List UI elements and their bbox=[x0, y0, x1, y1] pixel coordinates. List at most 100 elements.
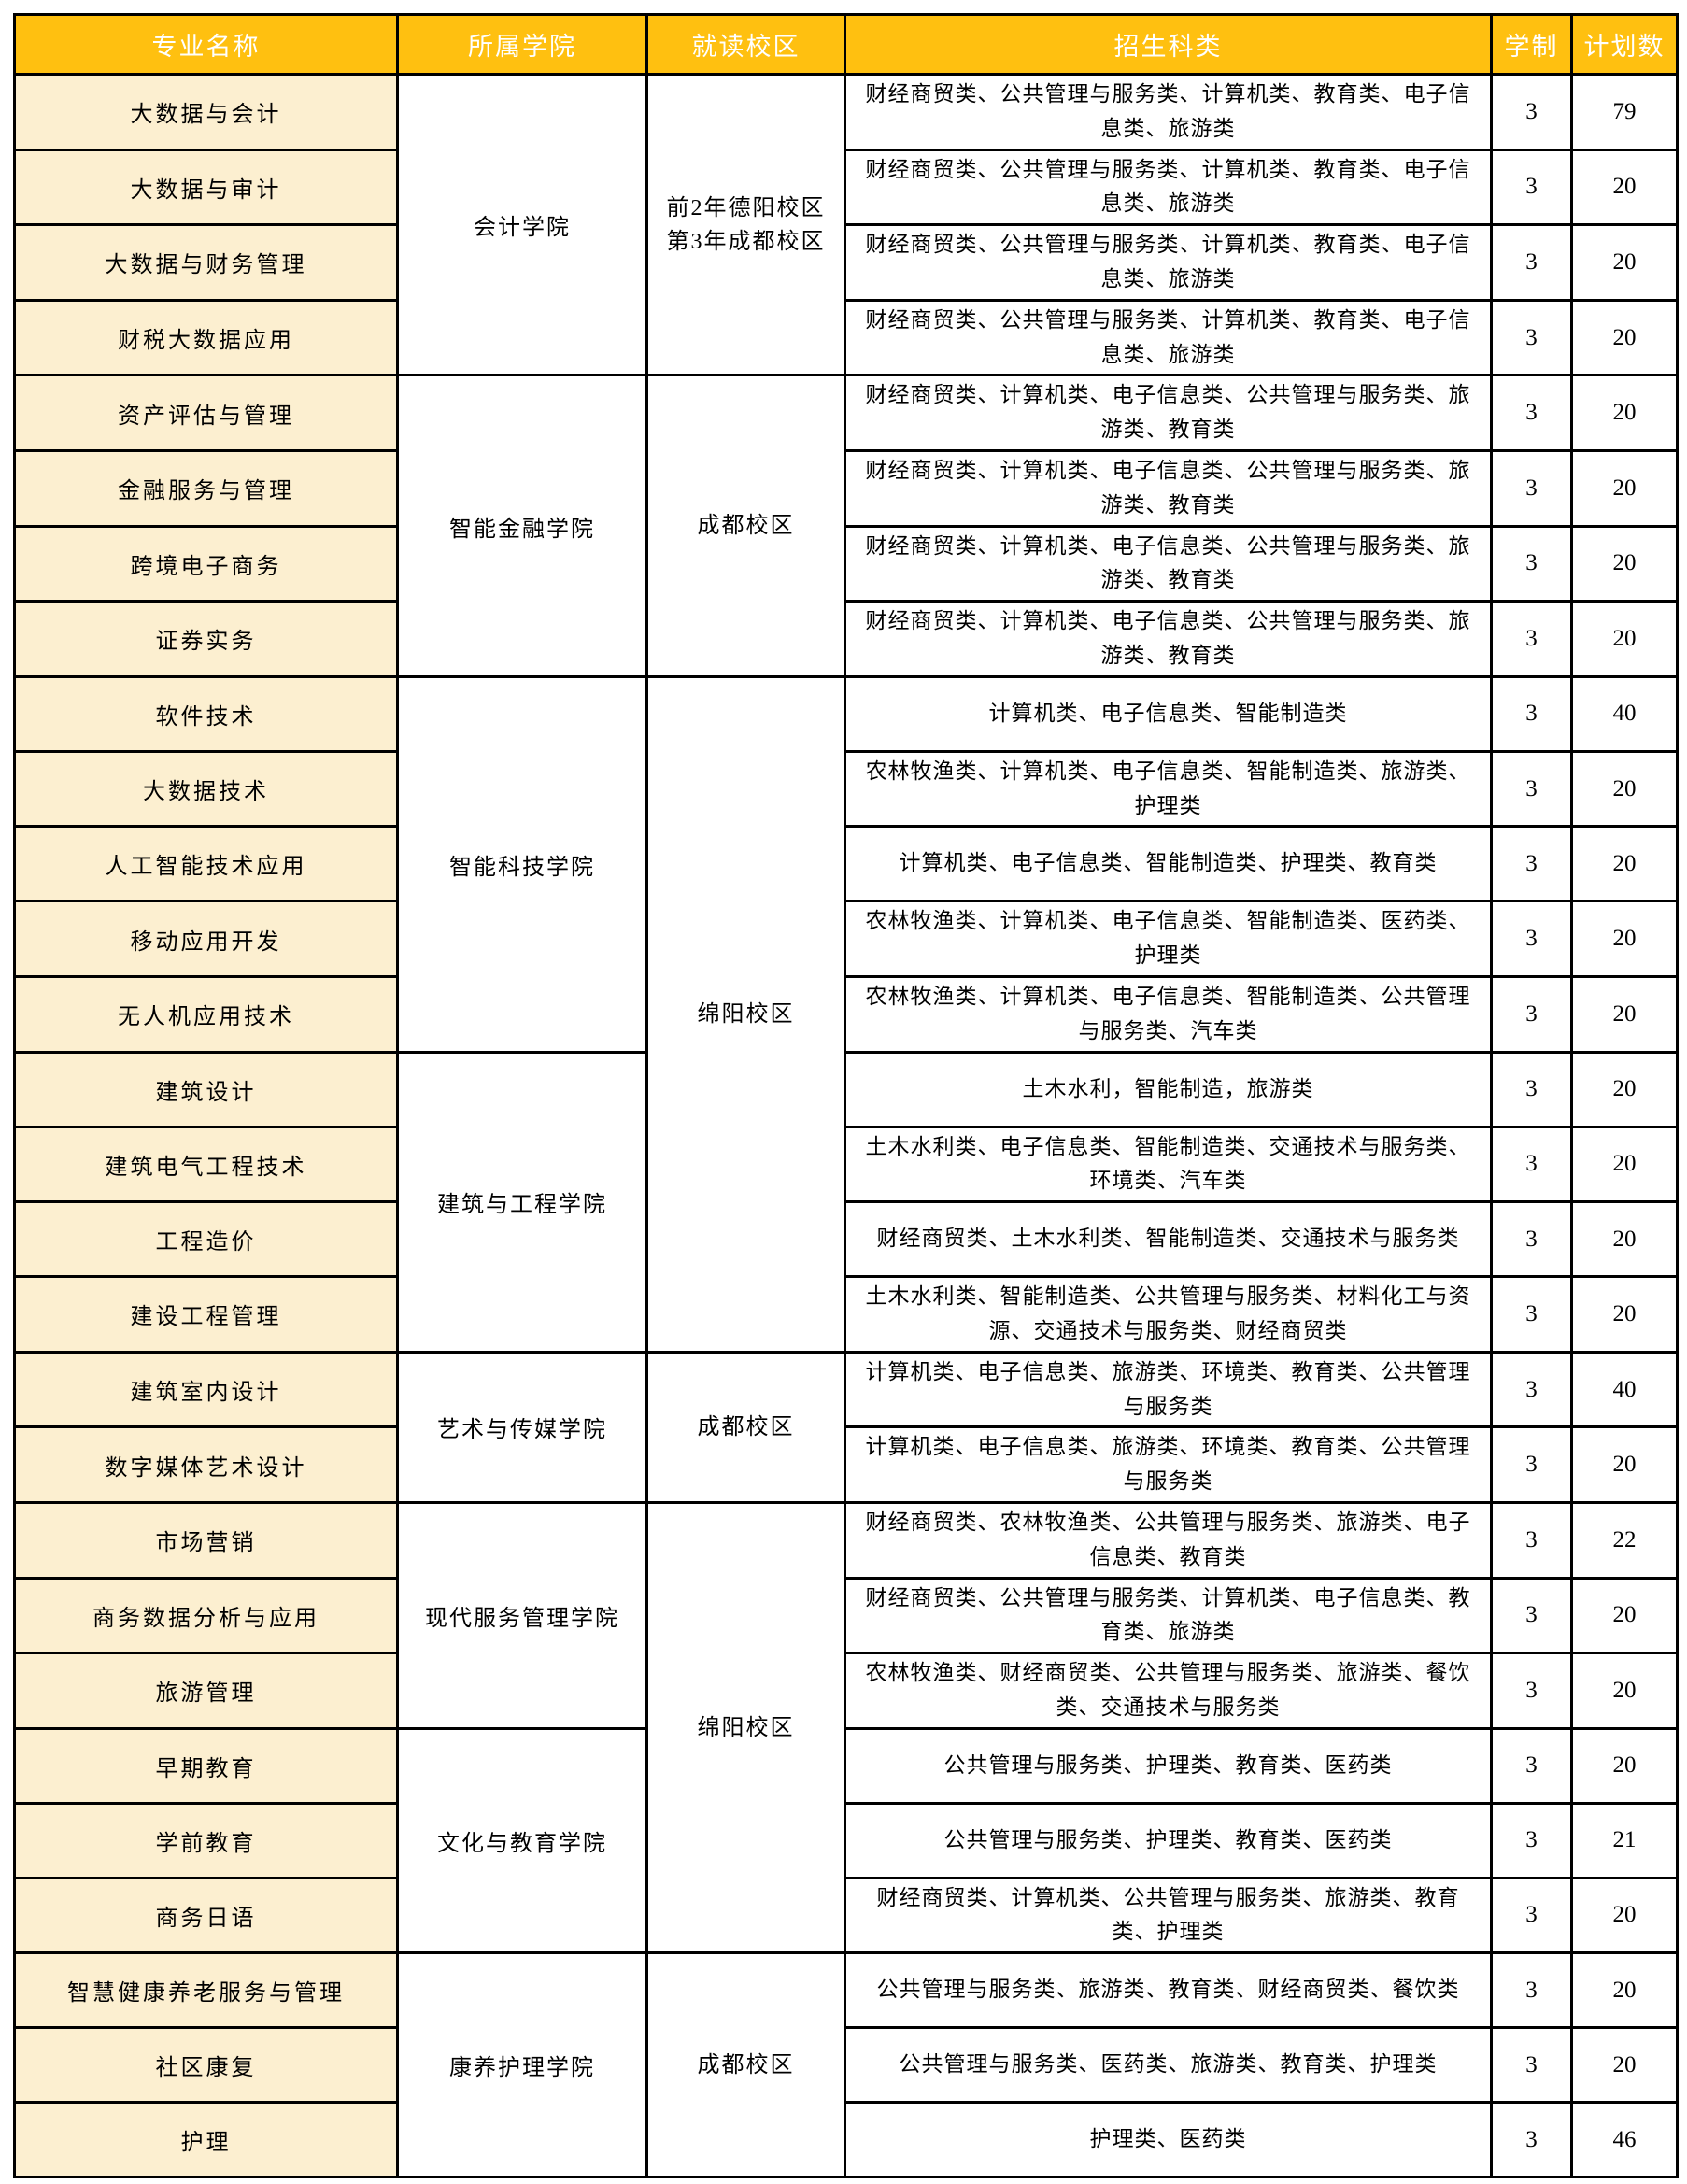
table-row: 护理 护理类、医药类 3 46 bbox=[13, 2101, 1679, 2179]
header-cell-plan: 计划数 bbox=[1570, 13, 1679, 76]
table-row: 大数据与会计 会计学院 前2年德阳校区 第3年成都校区 财经商贸类、公共管理与服务类、… bbox=[13, 72, 1679, 377]
categories-cell: 公共管理与服务类、护理类、教育类、医药类 bbox=[844, 1801, 1493, 1879]
campus-cell: 成都校区 bbox=[645, 1951, 846, 2179]
categories-cell: 土木水利，智能制造，旅游类 bbox=[844, 1050, 1493, 1128]
table-row: 建筑室内设计 艺术与传媒学院 成都校区 计算机类、电子信息类、旅游类、环境类、教育类、… bbox=[13, 1350, 1679, 1504]
plan-cell: 20 bbox=[1570, 825, 1679, 903]
categories-cell: 农林牧渔类、财经商贸类、公共管理与服务类、旅游类、餐饮类、交通技术与服务类 bbox=[844, 1652, 1493, 1730]
years-cell: 3 bbox=[1490, 1125, 1573, 1204]
table-row: 旅游管理 农林牧渔类、财经商贸类、公共管理与服务类、旅游类、餐饮类、交通技术与服务… bbox=[13, 1652, 1679, 1730]
plan-cell: 21 bbox=[1570, 1801, 1679, 1879]
years-cell: 3 bbox=[1490, 1652, 1573, 1730]
years-cell: 3 bbox=[1490, 1876, 1573, 1955]
table-row: 移动应用开发 农林牧渔类、计算机类、电子信息类、智能制造类、医药类、护理类 3 20 bbox=[13, 900, 1679, 978]
table-row: 建筑设计 建筑与工程学院 土木水利，智能制造，旅游类 3 20 bbox=[13, 1050, 1679, 1354]
table-row: 大数据与财务管理 财经商贸类、公共管理与服务类、计算机类、教育类、电子信息类、旅游… bbox=[13, 223, 1679, 302]
table-row: 财税大数据应用 财经商贸类、公共管理与服务类、计算机类、教育类、电子信息类、旅游类… bbox=[13, 298, 1679, 377]
categories-cell: 公共管理与服务类、护理类、教育类、医药类 bbox=[844, 1726, 1493, 1805]
years-cell: 3 bbox=[1490, 900, 1573, 978]
plan-cell: 20 bbox=[1570, 524, 1679, 603]
plan-cell: 20 bbox=[1570, 223, 1679, 302]
plan-cell: 79 bbox=[1570, 73, 1679, 151]
plan-cell: 20 bbox=[1570, 1050, 1679, 1128]
categories-cell: 财经商贸类、计算机类、公共管理与服务类、旅游类、教育类、护理类 bbox=[844, 1876, 1493, 1955]
plan-cell: 20 bbox=[1570, 1200, 1679, 1279]
table-row: 智慧健康养老服务与管理 康养护理学院 成都校区 公共管理与服务类、旅游类、教育类、财经… bbox=[13, 1951, 1679, 2179]
categories-cell: 财经商贸类、公共管理与服务类、计算机类、教育类、电子信息类、旅游类 bbox=[844, 73, 1493, 151]
major-cell: 商务日语 bbox=[13, 1876, 399, 1955]
college-cell: 现代服务管理学院 bbox=[396, 1500, 648, 1730]
plan-cell: 20 bbox=[1570, 1726, 1679, 1805]
major-cell: 资产评估与管理 bbox=[13, 374, 399, 452]
categories-cell: 财经商贸类、农林牧渔类、公共管理与服务类、旅游类、电子信息类、教育类 bbox=[844, 1500, 1493, 1580]
major-cell: 无人机应用技术 bbox=[13, 974, 399, 1054]
plan-cell: 20 bbox=[1570, 1652, 1679, 1730]
plan-cell: 20 bbox=[1570, 1951, 1679, 2030]
categories-cell: 财经商贸类、公共管理与服务类、计算机类、电子信息类、教育类、旅游类 bbox=[844, 1576, 1493, 1655]
categories-cell: 计算机类、电子信息类、智能制造类 bbox=[844, 674, 1493, 753]
major-cell: 旅游管理 bbox=[13, 1652, 399, 1730]
years-cell: 3 bbox=[1490, 674, 1573, 753]
years-cell: 3 bbox=[1490, 524, 1573, 603]
header-cell-major: 专业名称 bbox=[13, 13, 399, 76]
table-row: 市场营销 现代服务管理学院 绵阳校区 财经商贸类、农林牧渔类、公共管理与服务类、旅游类… bbox=[13, 1500, 1679, 1955]
major-cell: 建筑电气工程技术 bbox=[13, 1125, 399, 1204]
categories-cell: 公共管理与服务类、医药类、旅游类、教育类、护理类 bbox=[844, 2026, 1493, 2105]
header-cell-years: 学制 bbox=[1490, 13, 1573, 76]
plan-cell: 20 bbox=[1570, 1876, 1679, 1955]
college-cell: 智能科技学院 bbox=[396, 674, 648, 1054]
table-header: 专业名称 所属学院 就读校区 招生科类 学制 计划数 bbox=[13, 13, 1679, 76]
plan-cell: 20 bbox=[1570, 2026, 1679, 2105]
categories-cell: 财经商贸类、公共管理与服务类、计算机类、教育类、电子信息类、旅游类 bbox=[844, 223, 1493, 302]
enrollment-table: 专业名称 所属学院 就读校区 招生科类 学制 计划数 大数据与会计 会计学院 前2年德阳校区 … bbox=[13, 13, 1679, 2179]
major-cell: 证券实务 bbox=[13, 600, 399, 678]
table-row: 建设工程管理 土木水利类、智能制造类、公共管理与服务类、材料化工与资源、交通技术与… bbox=[13, 1275, 1679, 1354]
table-row: 资产评估与管理 智能金融学院 成都校区 财经商贸类、计算机类、电子信息类、公共管理与服… bbox=[13, 374, 1679, 678]
campus-cell: 绵阳校区 bbox=[645, 674, 846, 1354]
plan-cell: 20 bbox=[1570, 374, 1679, 452]
major-cell: 早期教育 bbox=[13, 1726, 399, 1805]
years-cell: 3 bbox=[1490, 749, 1573, 829]
college-cell: 建筑与工程学院 bbox=[396, 1050, 648, 1354]
table-row: 工程造价 财经商贸类、土木水利类、智能制造类、交通技术与服务类 3 20 bbox=[13, 1200, 1679, 1279]
major-cell: 建设工程管理 bbox=[13, 1275, 399, 1354]
categories-cell: 计算机类、电子信息类、智能制造类、护理类、教育类 bbox=[844, 825, 1493, 903]
table-row: 证券实务 财经商贸类、计算机类、电子信息类、公共管理与服务类、旅游类、教育类 3 20 bbox=[13, 600, 1679, 678]
plan-cell: 20 bbox=[1570, 1425, 1679, 1504]
plan-cell: 40 bbox=[1570, 1350, 1679, 1429]
table-row: 大数据与审计 财经商贸类、公共管理与服务类、计算机类、教育类、电子信息类、旅游类 3… bbox=[13, 148, 1679, 227]
years-cell: 3 bbox=[1490, 298, 1573, 377]
major-cell: 软件技术 bbox=[13, 674, 399, 753]
years-cell: 3 bbox=[1490, 825, 1573, 903]
major-cell: 护理 bbox=[13, 2101, 399, 2179]
years-cell: 3 bbox=[1490, 2101, 1573, 2179]
major-cell: 学前教育 bbox=[13, 1801, 399, 1879]
years-cell: 3 bbox=[1490, 600, 1573, 678]
years-cell: 3 bbox=[1490, 223, 1573, 302]
college-cell: 艺术与传媒学院 bbox=[396, 1350, 648, 1504]
table-row: 学前教育 公共管理与服务类、护理类、教育类、医药类 3 21 bbox=[13, 1801, 1679, 1879]
plan-cell: 20 bbox=[1570, 749, 1679, 829]
table-row: 商务日语 财经商贸类、计算机类、公共管理与服务类、旅游类、教育类、护理类 3 20 bbox=[13, 1876, 1679, 1955]
plan-cell: 20 bbox=[1570, 298, 1679, 377]
college-cell: 康养护理学院 bbox=[396, 1951, 648, 2179]
years-cell: 3 bbox=[1490, 374, 1573, 452]
major-cell: 市场营销 bbox=[13, 1500, 399, 1580]
college-cell: 会计学院 bbox=[396, 72, 648, 377]
plan-cell: 20 bbox=[1570, 1576, 1679, 1655]
plan-cell: 46 bbox=[1570, 2101, 1679, 2179]
years-cell: 3 bbox=[1490, 1275, 1573, 1354]
major-cell: 社区康复 bbox=[13, 2026, 399, 2105]
years-cell: 3 bbox=[1490, 1350, 1573, 1429]
header-cell-categories: 招生科类 bbox=[844, 13, 1493, 76]
major-cell: 商务数据分析与应用 bbox=[13, 1576, 399, 1655]
table-row: 软件技术 智能科技学院 绵阳校区 计算机类、电子信息类、智能制造类 3 40 bbox=[13, 674, 1679, 1354]
years-cell: 3 bbox=[1490, 1726, 1573, 1805]
years-cell: 3 bbox=[1490, 1951, 1573, 2030]
categories-cell: 农林牧渔类、计算机类、电子信息类、智能制造类、旅游类、护理类 bbox=[844, 749, 1493, 829]
major-cell: 工程造价 bbox=[13, 1200, 399, 1279]
major-cell: 建筑室内设计 bbox=[13, 1350, 399, 1429]
major-cell: 大数据技术 bbox=[13, 749, 399, 829]
categories-cell: 土木水利类、电子信息类、智能制造类、交通技术与服务类、环境类、汽车类 bbox=[844, 1125, 1493, 1204]
